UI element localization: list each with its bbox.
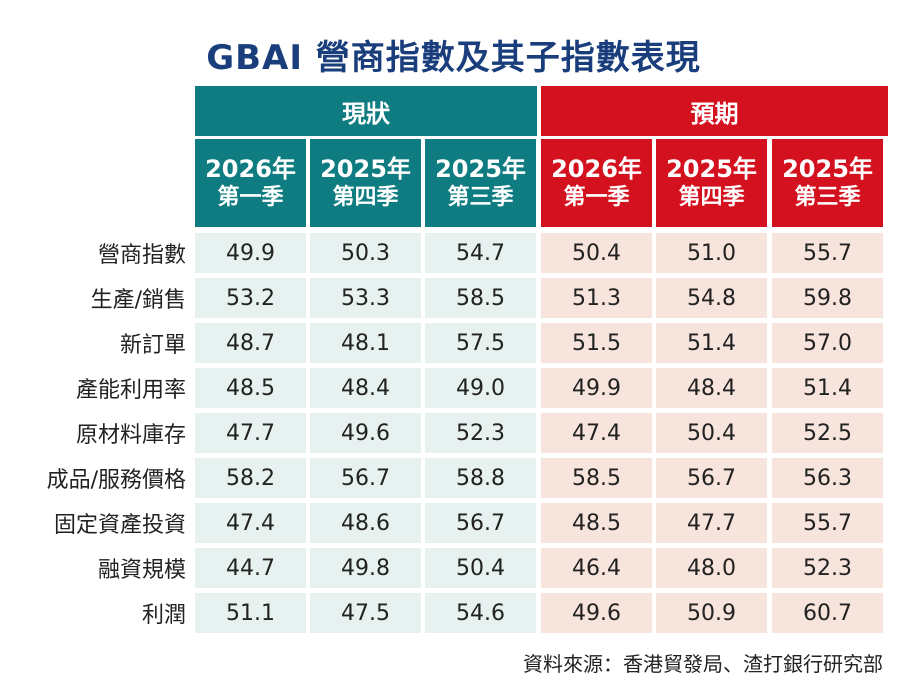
table-cell: 48.4 (656, 368, 767, 408)
row-label: 成品/服務價格 (46, 468, 186, 493)
column-header-year: 2025年 (666, 155, 757, 184)
table-cell: 49.8 (310, 548, 421, 588)
column-header: 2026年 第一季 (541, 139, 652, 227)
column-header: 2025年 第四季 (310, 139, 421, 227)
column-header-quarter: 第一季 (563, 185, 630, 211)
table-cell: 49.6 (541, 593, 652, 633)
table-cell: 44.7 (195, 548, 306, 588)
table-cell: 53.2 (195, 278, 306, 318)
table-cell: 55.7 (772, 503, 883, 543)
table-cell: 52.3 (772, 548, 883, 588)
table-cell: 60.7 (772, 593, 883, 633)
table-cell: 49.0 (425, 368, 536, 408)
column-header-year: 2026年 (551, 155, 642, 184)
table-cell: 46.4 (541, 548, 652, 588)
group-header-expected: 預期 (541, 86, 888, 136)
table-cell: 59.8 (772, 278, 883, 318)
row-label: 新訂單 (119, 333, 186, 358)
row-label: 利潤 (141, 603, 186, 628)
table-cell: 56.7 (310, 458, 421, 498)
table-cell: 51.4 (656, 323, 767, 363)
table-cell: 48.0 (656, 548, 767, 588)
column-header-year: 2025年 (782, 155, 873, 184)
table-cell: 51.5 (541, 323, 652, 363)
source-note: 資料來源：香港貿發局、渣打銀行研究部 (523, 652, 883, 676)
table-cell: 56.7 (656, 458, 767, 498)
column-header-quarter: 第三季 (794, 185, 861, 211)
table-cell: 58.2 (195, 458, 306, 498)
column-header: 2025年 第三季 (425, 139, 536, 227)
column-header-year: 2025年 (320, 155, 411, 184)
table-cell: 47.7 (195, 413, 306, 453)
column-header-year: 2025年 (435, 155, 526, 184)
table-cell: 51.0 (656, 233, 767, 273)
column-header-quarter: 第四季 (678, 185, 745, 211)
table-cell: 48.4 (310, 368, 421, 408)
table-cell: 52.5 (772, 413, 883, 453)
row-label: 固定資產投資 (53, 513, 186, 538)
table-cell: 50.4 (425, 548, 536, 588)
column-header-year: 2026年 (205, 155, 296, 184)
column-header: 2025年 第三季 (772, 139, 883, 227)
column-header: 2026年 第一季 (195, 139, 306, 227)
table-cell: 57.5 (425, 323, 536, 363)
table-cell: 48.6 (310, 503, 421, 543)
column-header-quarter: 第四季 (332, 185, 399, 211)
column-header: 2025年 第四季 (656, 139, 767, 227)
row-label: 營商指數 (97, 243, 186, 268)
table-cell: 47.4 (195, 503, 306, 543)
table-cell: 51.1 (195, 593, 306, 633)
table-cell: 49.9 (195, 233, 306, 273)
table-cell: 48.5 (195, 368, 306, 408)
table-cell: 49.9 (541, 368, 652, 408)
table-cell: 48.5 (541, 503, 652, 543)
row-label: 生產/銷售 (90, 288, 186, 313)
table-cell: 53.3 (310, 278, 421, 318)
table-cell: 48.1 (310, 323, 421, 363)
table-cell: 51.3 (541, 278, 652, 318)
column-header-quarter: 第一季 (217, 185, 284, 211)
table-cell: 57.0 (772, 323, 883, 363)
row-label: 產能利用率 (75, 378, 186, 403)
table-cell: 47.7 (656, 503, 767, 543)
chart-title: GBAI 營商指數及其子指數表現 (206, 38, 701, 78)
table-cell: 58.5 (425, 278, 536, 318)
table-cell: 47.5 (310, 593, 421, 633)
table-cell: 56.3 (772, 458, 883, 498)
table-cell: 56.7 (425, 503, 536, 543)
table-cell: 58.5 (541, 458, 652, 498)
table-cell: 50.4 (541, 233, 652, 273)
table-cell: 55.7 (772, 233, 883, 273)
table-cell: 54.7 (425, 233, 536, 273)
table-cell: 58.8 (425, 458, 536, 498)
table-cell: 49.6 (310, 413, 421, 453)
table-cell: 50.4 (656, 413, 767, 453)
column-header-quarter: 第三季 (447, 185, 514, 211)
table-cell: 54.6 (425, 593, 536, 633)
group-header-current: 現狀 (195, 86, 537, 136)
table-cell: 50.3 (310, 233, 421, 273)
row-label: 融資規模 (97, 558, 186, 583)
row-label: 原材料庫存 (75, 423, 186, 448)
table-cell: 52.3 (425, 413, 536, 453)
table-cell: 54.8 (656, 278, 767, 318)
table-cell: 47.4 (541, 413, 652, 453)
table-cell: 51.4 (772, 368, 883, 408)
table-cell: 50.9 (656, 593, 767, 633)
table-cell: 48.7 (195, 323, 306, 363)
